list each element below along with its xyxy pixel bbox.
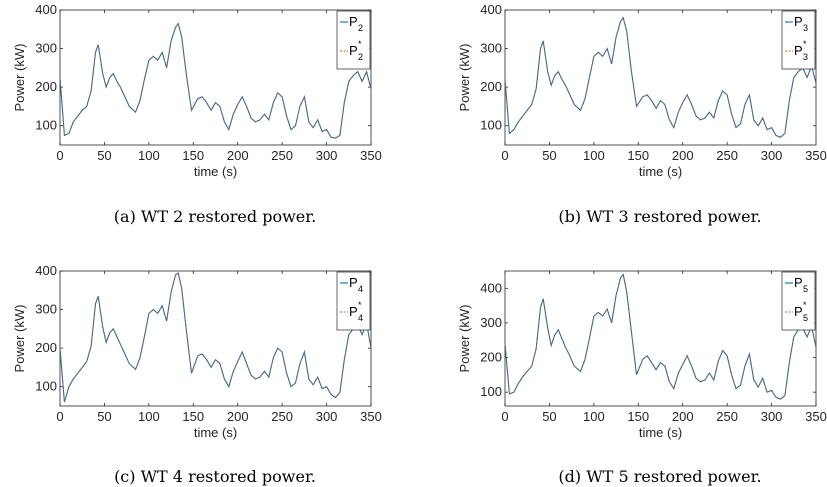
y-tick-label: 300 xyxy=(35,41,57,56)
legend-label: P xyxy=(794,43,803,58)
plot-frame xyxy=(504,270,817,407)
x-tick-label: 350 xyxy=(360,409,382,424)
x-tick-label: 350 xyxy=(360,148,382,163)
x-tick-label: 350 xyxy=(805,409,827,424)
y-tick-label: 300 xyxy=(480,315,502,330)
legend-box xyxy=(336,10,371,70)
y-tick-label: 200 xyxy=(480,79,502,94)
series-line-restored xyxy=(504,273,817,400)
y-axis-label: Power (kW) xyxy=(12,44,27,112)
x-tick-label: 150 xyxy=(627,409,649,424)
y-tick-label: 200 xyxy=(35,340,57,355)
y-tick-label: 200 xyxy=(480,350,502,365)
x-tick-label: 50 xyxy=(542,148,556,163)
x-tick-label: 250 xyxy=(271,148,293,163)
legend-subscript: 3 xyxy=(803,52,808,62)
x-tick-label: 0 xyxy=(56,148,63,163)
plot-frame xyxy=(59,9,372,146)
legend-label: P xyxy=(794,304,803,319)
legend-label: P xyxy=(794,14,803,29)
legend-label: P xyxy=(794,275,803,290)
legend-label: P xyxy=(349,304,358,319)
legend-subscript: 4 xyxy=(358,313,363,323)
x-tick-label: 300 xyxy=(316,148,338,163)
x-tick-label: 300 xyxy=(316,409,338,424)
legend-superscript: * xyxy=(803,300,807,310)
legend-subscript: 2 xyxy=(358,52,363,62)
legend-label: P xyxy=(349,275,358,290)
legend-superscript: * xyxy=(803,39,807,49)
x-tick-label: 200 xyxy=(227,148,249,163)
legend-superscript: * xyxy=(358,300,362,310)
x-tick-label: 100 xyxy=(583,409,605,424)
y-tick-label: 100 xyxy=(480,118,502,133)
x-tick-label: 150 xyxy=(182,409,204,424)
y-tick-label: 100 xyxy=(35,379,57,394)
figure-caption: (c) WT 4 restored power. xyxy=(114,467,316,486)
y-axis-label: Power (kW) xyxy=(457,44,472,112)
y-axis-label: Power (kW) xyxy=(12,305,27,373)
y-tick-label: 300 xyxy=(480,41,502,56)
y-tick-label: 400 xyxy=(35,2,57,17)
x-tick-label: 200 xyxy=(672,148,694,163)
x-tick-label: 50 xyxy=(97,148,111,163)
series-line-restored xyxy=(504,16,817,138)
x-axis-label: time (s) xyxy=(194,425,237,440)
x-tick-label: 150 xyxy=(182,148,204,163)
x-tick-label: 100 xyxy=(138,148,160,163)
chart-panel-wt5: 0 50 100 150 200 250 300 350 100 200 300 400 time (s… xyxy=(457,270,827,486)
y-tick-label: 400 xyxy=(35,263,57,278)
figure-caption: (d) WT 5 restored power. xyxy=(558,467,761,486)
chart-panel-wt4: 0 50 100 150 200 250 300 350 100 200 300 400 time (s… xyxy=(12,263,382,486)
legend-box xyxy=(781,10,816,70)
legend-box xyxy=(781,271,816,331)
y-axis-label: Power (kW) xyxy=(457,305,472,373)
x-tick-label: 300 xyxy=(761,148,783,163)
x-tick-label: 50 xyxy=(542,409,556,424)
figure-caption: (b) WT 3 restored power. xyxy=(558,207,761,226)
y-tick-label: 400 xyxy=(480,2,502,17)
x-axis-label: time (s) xyxy=(639,164,682,179)
y-tick-label: 300 xyxy=(35,302,57,317)
y-tick-label: 400 xyxy=(480,280,502,295)
legend-subscript: 2 xyxy=(358,23,363,33)
x-tick-label: 100 xyxy=(138,409,160,424)
series-line-restored xyxy=(59,272,372,403)
x-tick-label: 250 xyxy=(716,409,738,424)
legend-subscript: 3 xyxy=(803,23,808,33)
legend-subscript: 5 xyxy=(803,313,808,323)
x-tick-label: 200 xyxy=(672,409,694,424)
chart-panel-wt2: 0 50 100 150 200 250 300 350 100 200 300 400 time (s… xyxy=(12,2,382,226)
chart-panel-wt3: 0 50 100 150 200 250 300 350 100 200 300 400 time (s… xyxy=(457,2,827,226)
x-tick-label: 0 xyxy=(501,148,508,163)
legend-subscript: 5 xyxy=(803,284,808,294)
y-tick-label: 100 xyxy=(35,118,57,133)
x-tick-label: 50 xyxy=(97,409,111,424)
legend-label: P xyxy=(349,43,358,58)
legend-subscript: 4 xyxy=(358,284,363,294)
x-axis-label: time (s) xyxy=(194,164,237,179)
x-tick-label: 100 xyxy=(583,148,605,163)
y-tick-label: 200 xyxy=(35,79,57,94)
x-tick-label: 200 xyxy=(227,409,249,424)
legend-label: P xyxy=(349,14,358,29)
x-tick-label: 150 xyxy=(627,148,649,163)
x-tick-label: 250 xyxy=(716,148,738,163)
legend-box xyxy=(336,271,371,331)
x-tick-label: 300 xyxy=(761,409,783,424)
figure-caption: (a) WT 2 restored power. xyxy=(114,207,316,226)
x-axis-label: time (s) xyxy=(639,425,682,440)
legend-superscript: * xyxy=(358,39,362,49)
x-tick-label: 350 xyxy=(805,148,827,163)
plot-frame xyxy=(504,9,817,146)
x-tick-label: 0 xyxy=(501,409,508,424)
plot-frame xyxy=(59,270,372,407)
x-tick-label: 0 xyxy=(56,409,63,424)
y-tick-label: 100 xyxy=(480,384,502,399)
x-tick-label: 250 xyxy=(271,409,293,424)
series-line-restored xyxy=(59,22,372,139)
